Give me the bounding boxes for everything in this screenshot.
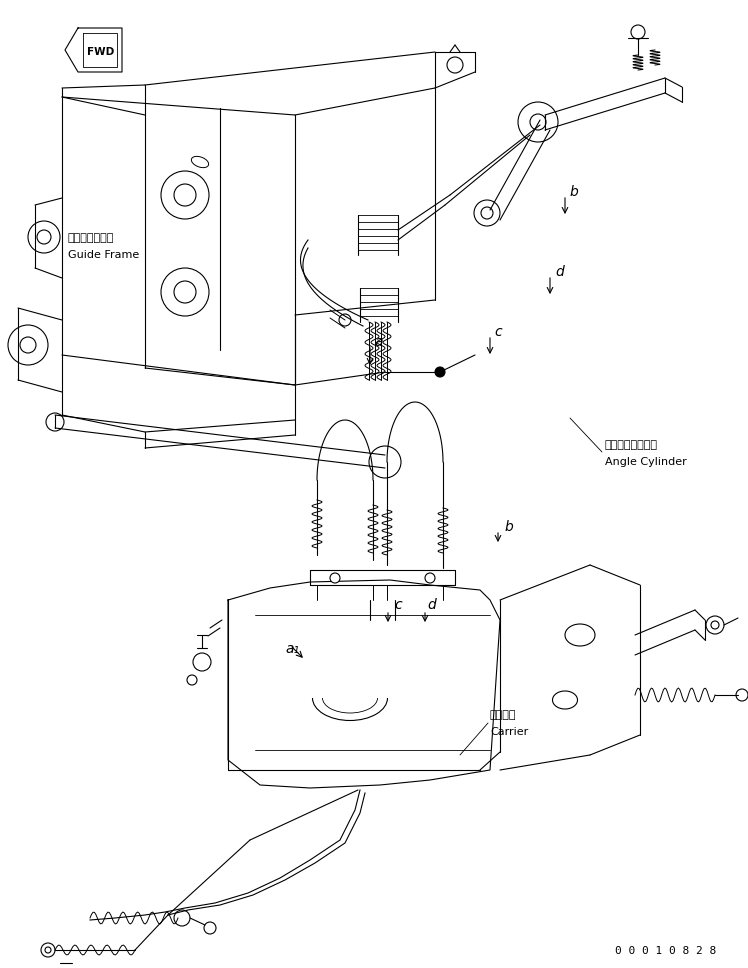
Text: b: b [570,185,579,199]
Text: d: d [555,265,564,279]
Text: c: c [394,598,402,612]
Text: d: d [427,598,436,612]
Text: c: c [494,325,502,339]
Circle shape [330,573,340,583]
Circle shape [435,367,445,377]
Text: FWD: FWD [87,47,114,57]
Text: アングルシリンダ: アングルシリンダ [605,440,658,450]
Text: a: a [374,335,382,349]
Circle shape [425,573,435,583]
Text: 0 0 0 1 0 8 2 8: 0 0 0 1 0 8 2 8 [615,946,717,956]
Text: b: b [505,520,514,534]
Text: キャリア: キャリア [490,710,517,720]
Text: Angle Cylinder: Angle Cylinder [605,457,687,467]
Text: ガイドフレーム: ガイドフレーム [68,233,114,243]
Text: a₁: a₁ [285,642,299,656]
Text: Carrier: Carrier [490,727,528,737]
Text: Guide Frame: Guide Frame [68,250,139,260]
